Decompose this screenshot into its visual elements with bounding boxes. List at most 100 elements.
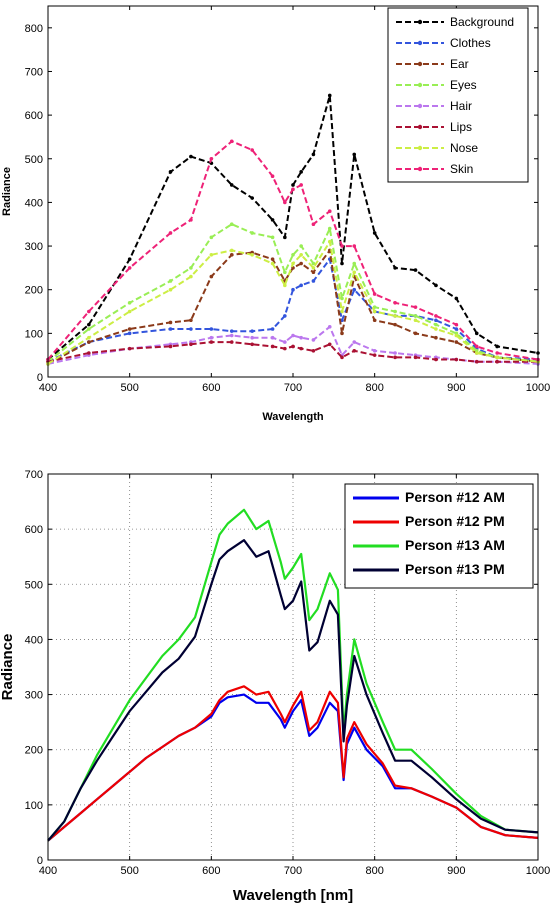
legend-label: Person #12 AM [405,489,505,505]
series-line-eyes [47,223,539,363]
legend-marker [417,166,423,172]
data-point [413,314,418,318]
x-tick-label: 1000 [526,865,550,877]
data-point [189,327,193,331]
y-tick-label: 600 [25,110,43,122]
data-point [352,261,357,266]
data-point [434,322,438,327]
data-point [127,331,132,336]
data-point [87,309,91,314]
y-tick-label: 800 [25,23,43,35]
series-line-hair [47,325,539,365]
data-point [270,174,275,179]
y-tick-label: 300 [25,690,43,702]
data-point [229,333,234,338]
data-point [393,266,397,270]
data-point [299,170,303,174]
data-point [474,359,479,364]
series-line-skin [47,140,539,361]
data-point [299,346,303,351]
data-point [495,351,499,355]
data-point [209,274,214,279]
data-point [311,349,316,353]
x-tick-label: 800 [365,865,383,877]
data-point [413,305,418,309]
data-point [270,335,275,340]
data-point [209,252,214,257]
legend-label: Person #12 PM [405,513,505,529]
data-point [372,309,377,314]
data-point [270,218,275,222]
data-point [372,318,377,323]
series-line-lips [47,341,538,363]
data-point [229,248,234,253]
data-point [87,327,91,331]
legend-marker [417,124,423,130]
y-tick-label: 700 [25,66,43,78]
data-point [168,231,173,235]
data-point [229,329,234,333]
data-point [454,296,459,301]
data-point [393,301,397,305]
data-point [340,296,344,301]
data-point [283,346,287,351]
data-point [327,342,332,347]
data-point [454,357,459,362]
data-point [250,196,254,200]
data-point [311,152,316,157]
series-line-clothes [47,258,539,363]
data-point [372,292,377,296]
series-line-background [47,94,539,361]
data-point [434,318,438,323]
data-point [250,148,254,152]
data-point [299,252,303,257]
data-point [189,154,193,159]
y-tick-label: 500 [25,579,43,591]
data-point [495,355,499,360]
data-point [413,355,418,360]
data-point [283,200,287,205]
data-point [250,335,254,340]
data-point [168,170,173,174]
data-point [283,235,287,240]
data-point [311,222,316,227]
data-point [229,340,234,344]
data-point [250,329,254,333]
data-point [413,331,418,336]
y-tick-label: 200 [25,285,43,297]
data-point [270,344,275,349]
data-point [127,346,132,351]
data-point [454,340,459,344]
data-point [454,322,459,327]
data-point [352,244,357,248]
y-tick-label: 600 [25,524,43,536]
data-point [168,320,173,325]
data-point [454,333,459,338]
data-point [393,355,397,360]
data-point [87,340,91,344]
data-point [352,287,357,292]
data-point [168,344,173,349]
data-point [189,318,193,323]
data-point [189,274,193,279]
data-point [270,235,275,240]
data-point [291,183,295,187]
data-point [327,239,332,244]
data-point [209,340,214,344]
data-point [87,322,91,327]
chart-bottom: 400 500 600 700 800 900 1000 0 100 200 300 400 500 60… [0,469,550,904]
data-point [372,353,377,357]
legend-label: Hair [450,99,472,113]
data-point [229,252,234,257]
legend-marker [417,82,423,88]
y-tick-label: 100 [25,800,43,812]
data-point [454,327,459,331]
data-point [434,327,438,331]
x-tick-label: 600 [202,382,220,394]
legend-label: Eyes [450,78,477,92]
data-point [495,344,499,349]
data-point [127,327,132,331]
data-point [311,270,316,275]
data-point [168,327,173,331]
data-point [393,314,397,318]
